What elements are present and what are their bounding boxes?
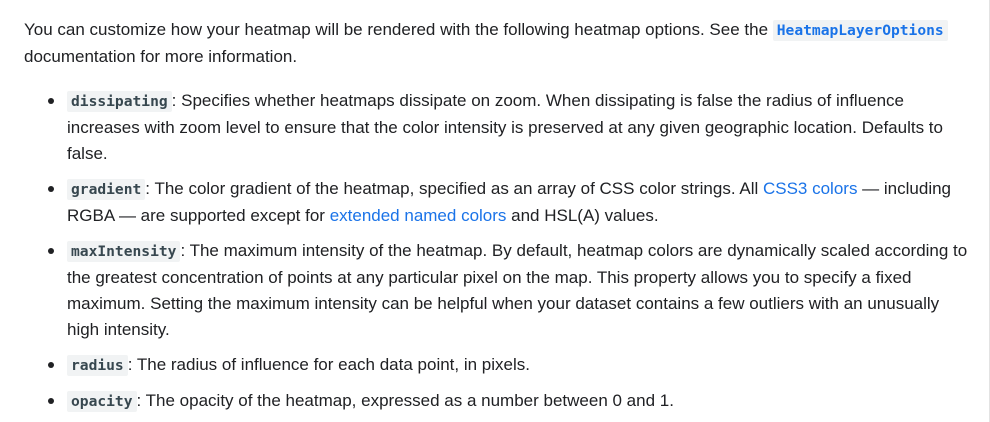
option-opacity: opacity: The opacity of the heatmap, exp…	[24, 388, 969, 415]
option-description-gradient-part3: and HSL(A) values.	[506, 206, 659, 225]
extended-named-colors-link[interactable]: extended named colors	[329, 206, 507, 225]
option-name-dissipating: dissipating	[67, 91, 172, 112]
option-separator: :	[180, 241, 190, 260]
heatmap-layer-options-link[interactable]: HeatmapLayerOptions	[772, 20, 948, 41]
option-description-gradient-part1: The color gradient of the heatmap, speci…	[154, 179, 763, 198]
option-description-max-intensity: The maximum intensity of the heatmap. By…	[67, 241, 968, 339]
option-description-gradient-part2: — including RGBA — are supported except …	[67, 179, 952, 225]
intro-text-before: You can customize how your heatmap will …	[24, 20, 773, 39]
option-gradient: gradient: The color gradient of the heat…	[24, 176, 969, 229]
option-description-radius: The radius of influence for each data po…	[136, 355, 530, 374]
option-name-radius: radius	[67, 355, 128, 376]
options-list: dissipating: Specifies whether heatmaps …	[24, 88, 969, 415]
option-name-opacity: opacity	[67, 391, 137, 412]
option-description-dissipating: Specifies whether heatmaps dissipate on …	[67, 91, 943, 163]
option-name-max-intensity: maxIntensity	[67, 241, 181, 262]
intro-text-after: documentation for more information.	[24, 47, 298, 66]
intro-paragraph: You can customize how your heatmap will …	[24, 17, 969, 70]
option-separator: :	[127, 355, 137, 374]
option-name-gradient: gradient	[67, 179, 146, 200]
option-separator: :	[171, 91, 182, 110]
option-dissipating: dissipating: Specifies whether heatmaps …	[24, 88, 969, 167]
option-max-intensity: maxIntensity: The maximum intensity of t…	[24, 238, 969, 343]
option-separator: :	[136, 391, 146, 410]
heatmap-layer-options-code: HeatmapLayerOptions	[772, 20, 948, 41]
option-description-opacity: The opacity of the heatmap, expressed as…	[145, 391, 674, 410]
css3-colors-link[interactable]: CSS3 colors	[762, 179, 858, 198]
option-radius: radius: The radius of influence for each…	[24, 352, 969, 379]
option-separator: :	[145, 179, 155, 198]
doc-content: You can customize how your heatmap will …	[24, 17, 969, 422]
